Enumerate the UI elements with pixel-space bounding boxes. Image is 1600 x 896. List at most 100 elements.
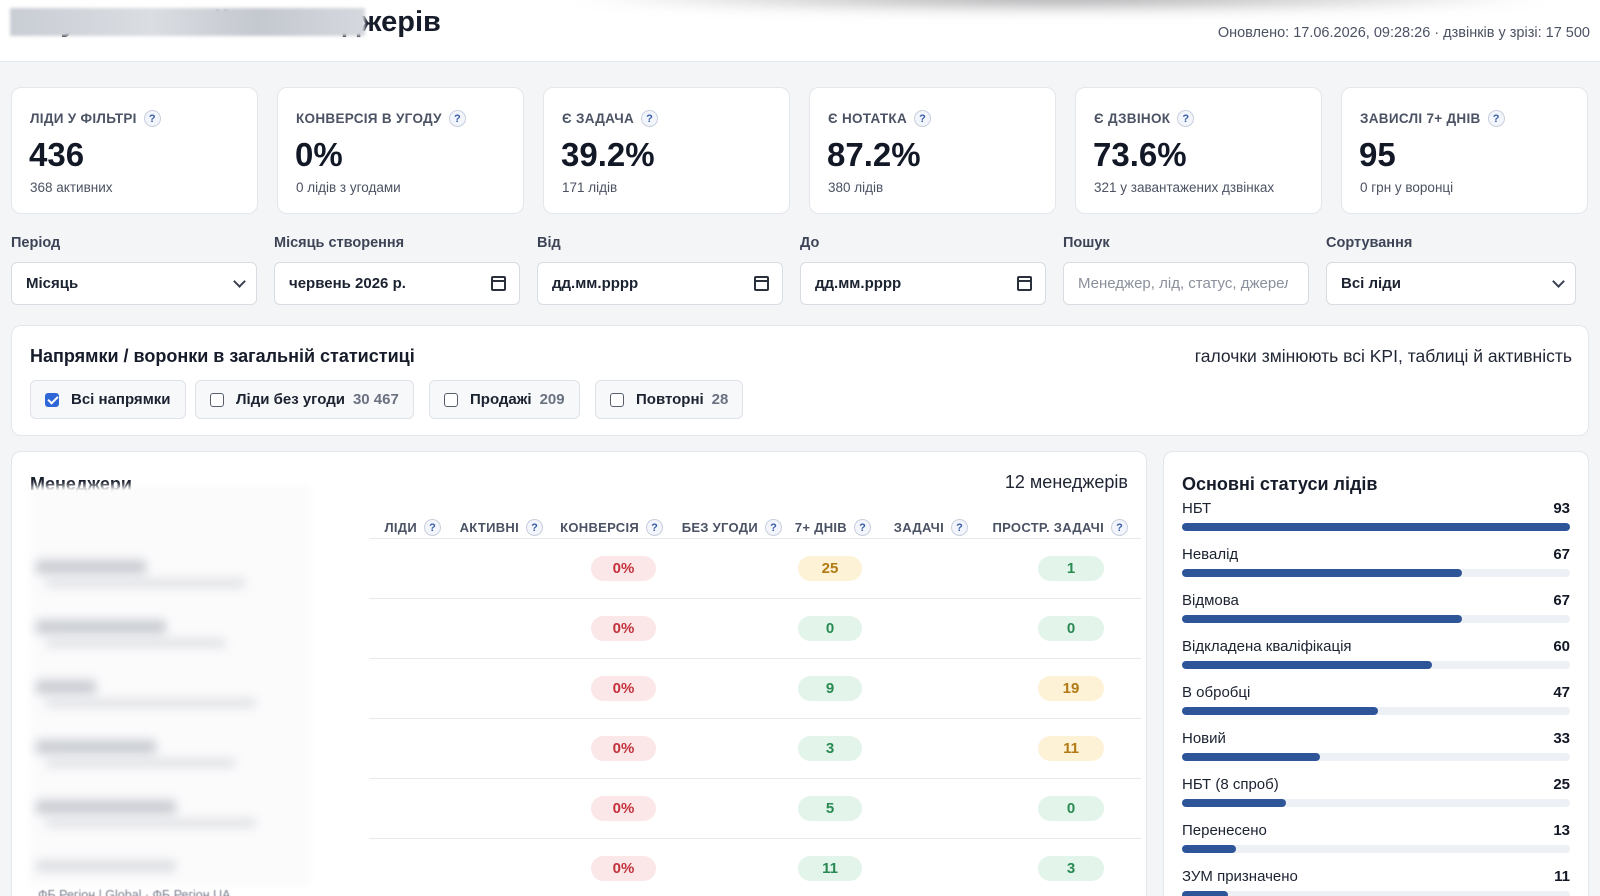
status-name: Відмова: [1182, 592, 1239, 609]
cell-conversion-badge: 0%: [591, 556, 656, 581]
redacted-name: [46, 578, 246, 588]
cell-stale-badge: 0: [798, 616, 862, 641]
col-header-no-deal[interactable]: БЕЗ УГОДИ?: [682, 519, 782, 536]
funnel-chip-repeat[interactable]: Повторні 28: [595, 380, 744, 419]
col-header-stale[interactable]: 7+ ДНІВ?: [795, 519, 871, 536]
status-bar-track: [1182, 799, 1570, 807]
col-header-tasks[interactable]: ЗАДАЧІ?: [894, 519, 968, 536]
chip-count: 30 467: [352, 391, 399, 408]
status-count: 67: [1553, 546, 1570, 563]
status-bar-fill: [1182, 707, 1379, 715]
help-icon[interactable]: ?: [1487, 110, 1505, 127]
top-shadow: [560, 0, 1560, 14]
chip-label: Ліди без угоди: [236, 391, 345, 408]
cell-stale-badge: 11: [798, 856, 862, 881]
cell-conversion-badge: 0%: [591, 736, 656, 761]
kpi-subtext: 0 грн у воронці: [1360, 180, 1454, 195]
managers-count: 12 менеджерів: [1004, 472, 1128, 492]
status-count: 13: [1553, 822, 1570, 839]
status-name: НБТ (8 спроб): [1182, 776, 1279, 793]
date-to-input[interactable]: дд.мм.рррр: [800, 262, 1046, 305]
chip-label: Повторні: [636, 391, 704, 408]
date-from-value: дд.мм.рррр: [552, 275, 639, 292]
help-icon[interactable]: ?: [765, 519, 782, 536]
status-count: 11: [1554, 868, 1570, 885]
status-bar-fill: [1182, 661, 1433, 669]
kpi-value: 87.2%: [827, 136, 921, 173]
help-icon[interactable]: ?: [1111, 519, 1128, 536]
kpi-stale-7-days: ЗАВИСЛІ 7+ ДНІВ? 95 0 грн у воронці: [1341, 87, 1588, 214]
chevron-down-icon: [1552, 275, 1565, 288]
cell-overdue-badge: 1: [1038, 556, 1104, 581]
row-divider: [369, 838, 1141, 839]
kpi-label: Є НОТАТКА: [828, 111, 908, 126]
to-label: До: [800, 235, 820, 251]
col-header-active[interactable]: АКТИВНІ?: [460, 519, 543, 536]
kpi-conversion: КОНВЕРСІЯ В УГОДУ? 0% 0 лідів з угодами: [277, 87, 524, 214]
cell-overdue-badge: 19: [1038, 676, 1104, 701]
status-bar-track: [1182, 569, 1570, 577]
month-value: червень 2026 р.: [289, 275, 406, 292]
lead-statuses-panel: Основні статуси лідів НБТ 93 Невалід 67 Відм…: [1163, 451, 1589, 896]
checkbox-icon[interactable]: [444, 392, 458, 407]
status-name: Перенесено: [1182, 822, 1267, 839]
help-icon[interactable]: ?: [143, 110, 161, 127]
calendar-icon[interactable]: [1017, 276, 1032, 291]
help-icon[interactable]: ?: [641, 110, 659, 127]
help-icon[interactable]: ?: [448, 110, 466, 127]
funnel-chip-no-deal[interactable]: Ліди без угоди 30 467: [195, 380, 414, 419]
status-bar-fill: [1182, 569, 1462, 577]
redacted-name: [46, 698, 256, 708]
col-header-overdue[interactable]: ПРОСТР. ЗАДАЧІ?: [992, 519, 1128, 536]
funnel-chip-sales[interactable]: Продажі 209: [429, 380, 580, 419]
cell-stale-badge: 9: [798, 676, 862, 701]
help-icon[interactable]: ?: [854, 519, 871, 536]
period-value: Місяць: [26, 275, 79, 292]
calendar-icon[interactable]: [754, 276, 769, 291]
cell-overdue-badge: 0: [1038, 796, 1104, 821]
sort-value: Всі ліди: [1341, 275, 1401, 292]
help-icon[interactable]: ?: [951, 519, 968, 536]
kpi-label: ЗАВИСЛІ 7+ ДНІВ: [1360, 111, 1481, 126]
help-icon[interactable]: ?: [1177, 110, 1195, 127]
kpi-value: 95: [1359, 136, 1396, 173]
period-select[interactable]: Місяць: [11, 262, 257, 305]
status-bar-fill: [1182, 615, 1462, 623]
search-input[interactable]: Менеджер, лід, статус, джерело: [1063, 262, 1309, 305]
search-placeholder: Менеджер, лід, статус, джерело: [1078, 275, 1288, 292]
col-header-conversion[interactable]: КОНВЕРСІЯ?: [560, 519, 663, 536]
status-name: В обробці: [1182, 684, 1251, 701]
kpi-has-task: Є ЗАДАЧА? 39.2% 171 лідів: [543, 87, 790, 214]
help-icon[interactable]: ?: [526, 519, 543, 536]
row-divider: [369, 538, 1141, 539]
chevron-down-icon: [233, 275, 246, 288]
calendar-icon[interactable]: [491, 276, 506, 291]
help-icon[interactable]: ?: [914, 110, 932, 127]
status-bar-fill: [1182, 523, 1570, 531]
chip-count: 28: [711, 391, 729, 408]
kpi-subtext: 380 лідів: [828, 180, 884, 195]
row-divider: [369, 778, 1141, 779]
kpi-subtext: 321 у завантажених дзвінках: [1094, 180, 1275, 195]
checkbox-icon[interactable]: [610, 392, 624, 407]
cell-conversion-badge: 0%: [591, 616, 656, 641]
date-from-input[interactable]: дд.мм.рррр: [537, 262, 783, 305]
status-count: 33: [1553, 730, 1570, 747]
kpi-value: 436: [29, 136, 85, 173]
help-icon[interactable]: ?: [646, 519, 663, 536]
help-icon[interactable]: ?: [424, 519, 441, 536]
updated-status: Оновлено: 17.06.2026, 09:28:26 · дзвінкі…: [1217, 25, 1590, 41]
managers-panel: Менеджери 12 менеджерів ФБ Регіон | Glob…: [11, 451, 1147, 896]
kpi-subtext: 368 активних: [30, 180, 113, 195]
checkbox-icon[interactable]: [210, 392, 224, 407]
funnel-chip-all[interactable]: Всі напрямки: [30, 380, 186, 419]
status-bar-track: [1182, 753, 1570, 761]
redacted-name: [36, 560, 146, 574]
chip-label: Продажі: [470, 391, 532, 408]
sort-select[interactable]: Всі ліди: [1326, 262, 1576, 305]
checkbox-checked-icon[interactable]: [45, 392, 59, 407]
col-header-leads[interactable]: ЛІДИ?: [384, 519, 441, 536]
redacted-name: [46, 818, 256, 828]
month-input[interactable]: червень 2026 р.: [274, 262, 520, 305]
status-name: ЗУМ призначено: [1182, 868, 1298, 885]
